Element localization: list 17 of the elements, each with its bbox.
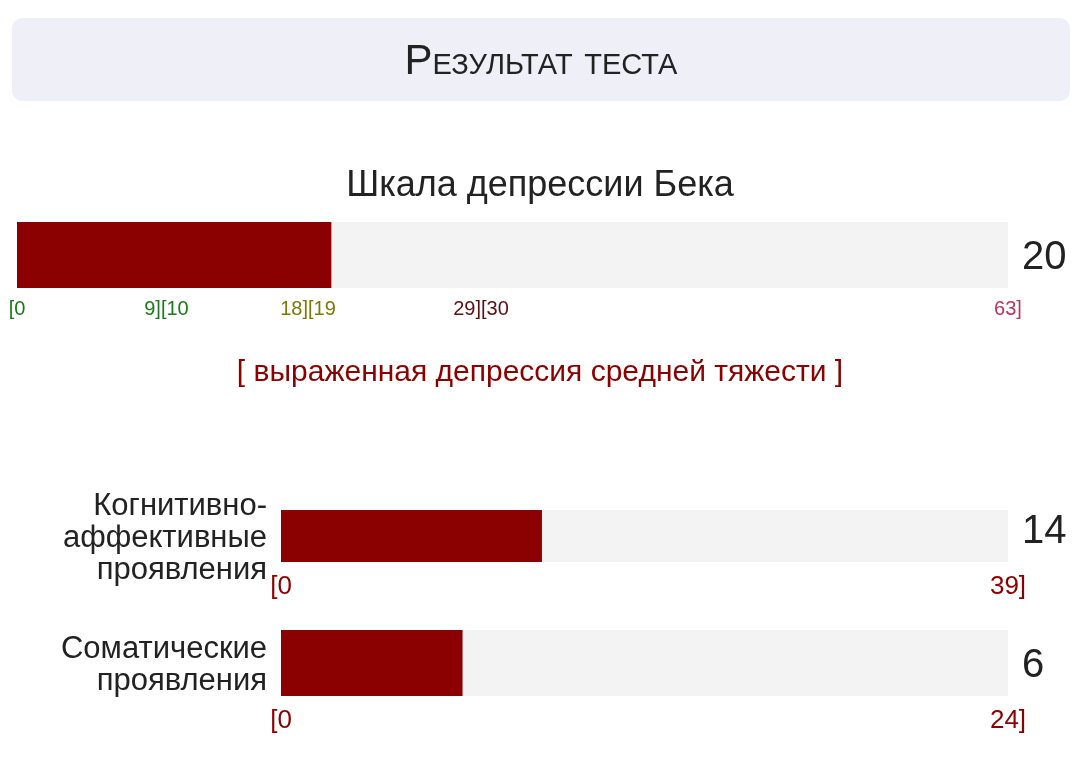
x-tick-label: 24] — [989, 704, 1027, 734]
x-tick-label: 29][30 — [453, 297, 509, 319]
y-tick-label: Соматические проявления — [60, 629, 267, 697]
annotation: 20 — [1022, 233, 1067, 277]
annotation: 6 — [1022, 641, 1045, 685]
y-tick-label: Когнитивно-аффективные проявления — [62, 486, 267, 586]
text: [ выраженная депрессия средней тяжести ] — [236, 353, 844, 387]
x-tick-label: 39] — [989, 570, 1027, 600]
x-tick-label: [0 — [270, 704, 292, 734]
chart-title: Результат теста — [12, 18, 1070, 101]
x-tick-label: [0 — [8, 297, 26, 319]
x-tick-label: 9][10 — [144, 297, 189, 319]
x-tick-label: [0 — [270, 570, 292, 600]
x-tick-label: 63] — [994, 297, 1022, 319]
x-tick-label: 18][19 — [280, 297, 336, 319]
chart-subtitle: Шкала депрессии Бека — [346, 162, 735, 204]
annotation: 14 — [1022, 507, 1067, 551]
